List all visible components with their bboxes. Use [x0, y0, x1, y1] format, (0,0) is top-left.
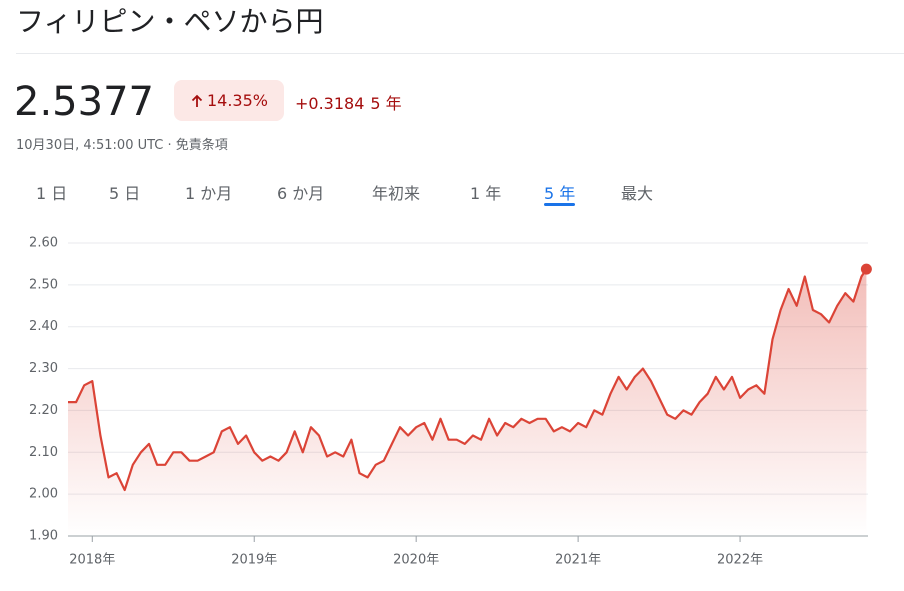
y-tick-label: 2.20: [29, 403, 58, 418]
last-point: [860, 263, 872, 275]
x-tick-label: 2018年: [69, 553, 115, 568]
range-tab[interactable]: 最大: [621, 184, 654, 203]
y-tick-label: 1.90: [29, 529, 58, 544]
range-tab[interactable]: 年初来: [372, 184, 421, 203]
range-tab[interactable]: 1 か月: [185, 184, 233, 203]
price: 2.5377: [14, 79, 154, 125]
y-tick-label: 2.30: [29, 361, 58, 376]
x-tick-label: 2020年: [393, 553, 439, 568]
timestamp: 10月30日, 4:51:00 UTC: [16, 138, 164, 153]
x-tick-label: 2021年: [555, 553, 601, 568]
y-tick-label: 2.10: [29, 445, 58, 460]
area: [68, 269, 867, 536]
change-info: +0.3184 5 年: [295, 90, 408, 114]
up-arrow-icon: [191, 94, 203, 107]
range-tab[interactable]: 5 年: [544, 184, 576, 203]
range-tab[interactable]: 1 日: [36, 184, 68, 203]
y-tick-label: 2.60: [29, 236, 58, 251]
tab-underline: [544, 203, 575, 206]
change-percent: 14.35%: [206, 91, 268, 110]
y-tick-label: 2.00: [29, 487, 58, 502]
disclaimer-link[interactable]: 免責条項: [175, 138, 228, 153]
x-tick-label: 2019年: [231, 553, 277, 568]
range-tab[interactable]: 6 か月: [277, 184, 325, 203]
change-badge: 14.35%: [174, 80, 284, 121]
y-tick-label: 2.40: [29, 319, 58, 334]
chart: 1.90 2.00 2.10 2.20 2.30 2.40 2.50 2.60 2018年 201…: [29, 236, 872, 568]
y-tick-label: 2.50: [29, 277, 58, 292]
change-value: +0.3184: [295, 94, 365, 113]
divider: [16, 53, 904, 54]
x-tick-label: 2022年: [717, 553, 763, 568]
change-period: 5 年: [370, 94, 402, 113]
range-tab[interactable]: 5 日: [109, 184, 141, 203]
page-title: フィリピン・ペソから円: [16, 5, 324, 38]
line: [68, 268, 868, 492]
timestamp-line: 10月30日, 4:51:00 UTC · 免責条項: [16, 138, 228, 153]
range-tab[interactable]: 1 年: [470, 184, 502, 203]
